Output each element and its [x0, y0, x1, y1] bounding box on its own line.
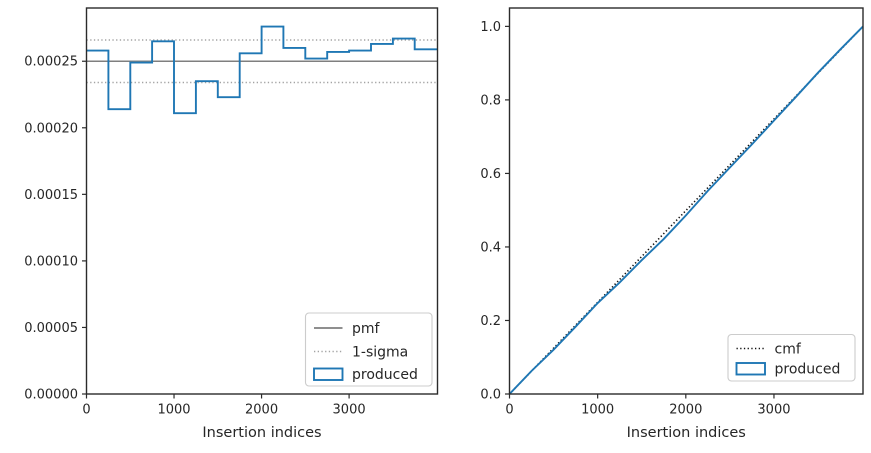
y-tick-label: 0.00015 — [24, 188, 78, 203]
legend-item-produced: produced — [735, 362, 841, 378]
y-tick-label: 0.00000 — [24, 388, 78, 403]
y-tick-label: 0.00005 — [24, 321, 78, 336]
legend-label: pmf — [352, 321, 381, 337]
x-tick-label: 1000 — [581, 403, 614, 418]
legend-sample-rect — [313, 367, 344, 381]
y-tick-label: 1.0 — [480, 20, 501, 35]
legend-item-pmf: pmf — [314, 321, 381, 337]
x-tick-label: 1000 — [157, 403, 190, 418]
legend-item-1-sigma: 1-sigma — [314, 345, 408, 361]
x-tick-label: 0 — [82, 403, 90, 418]
y-tick-label: 0.00020 — [24, 121, 78, 136]
y-tick-label: 0.0 — [480, 388, 501, 403]
x-axis-label: Insertion indices — [202, 425, 321, 441]
x-tick-label: 2000 — [245, 403, 278, 418]
y-tick-label: 0.4 — [480, 240, 501, 255]
pmf-plot: 0 1000 2000 3000 0.00000 0.00005 0.00010 0.0001… — [24, 7, 439, 441]
x-tick-label: 3000 — [333, 403, 366, 418]
x-tick-label: 3000 — [757, 403, 790, 418]
legend-label: cmf — [775, 342, 802, 358]
produced-line — [508, 25, 864, 395]
legend-label: produced — [775, 362, 841, 378]
legend: cmf produced — [727, 333, 856, 382]
cmf-plot: 0 1000 2000 3000 0.0 0.2 0.4 0.6 0.8 1.0 Insertion… — [480, 7, 864, 441]
y-tick-label: 0.00010 — [24, 254, 78, 269]
legend-item-cmf: cmf — [736, 342, 802, 358]
x-axis-label: Insertion indices — [627, 425, 746, 441]
y-tick-label: 0.00025 — [24, 55, 78, 70]
x-tick-label: 0 — [505, 403, 513, 418]
legend-label: 1-sigma — [352, 345, 408, 361]
y-tick-label: 0.8 — [480, 93, 501, 108]
produced-step-line — [86, 25, 438, 115]
legend-item-produced: produced — [313, 367, 418, 383]
x-tick-label: 2000 — [669, 403, 702, 418]
legend: pmf 1-sigma produced — [304, 312, 433, 387]
y-tick-label: 0.6 — [480, 167, 501, 182]
y-tick-label: 0.2 — [480, 314, 501, 329]
legend-label: produced — [352, 367, 418, 383]
legend-sample-rect — [735, 362, 766, 376]
